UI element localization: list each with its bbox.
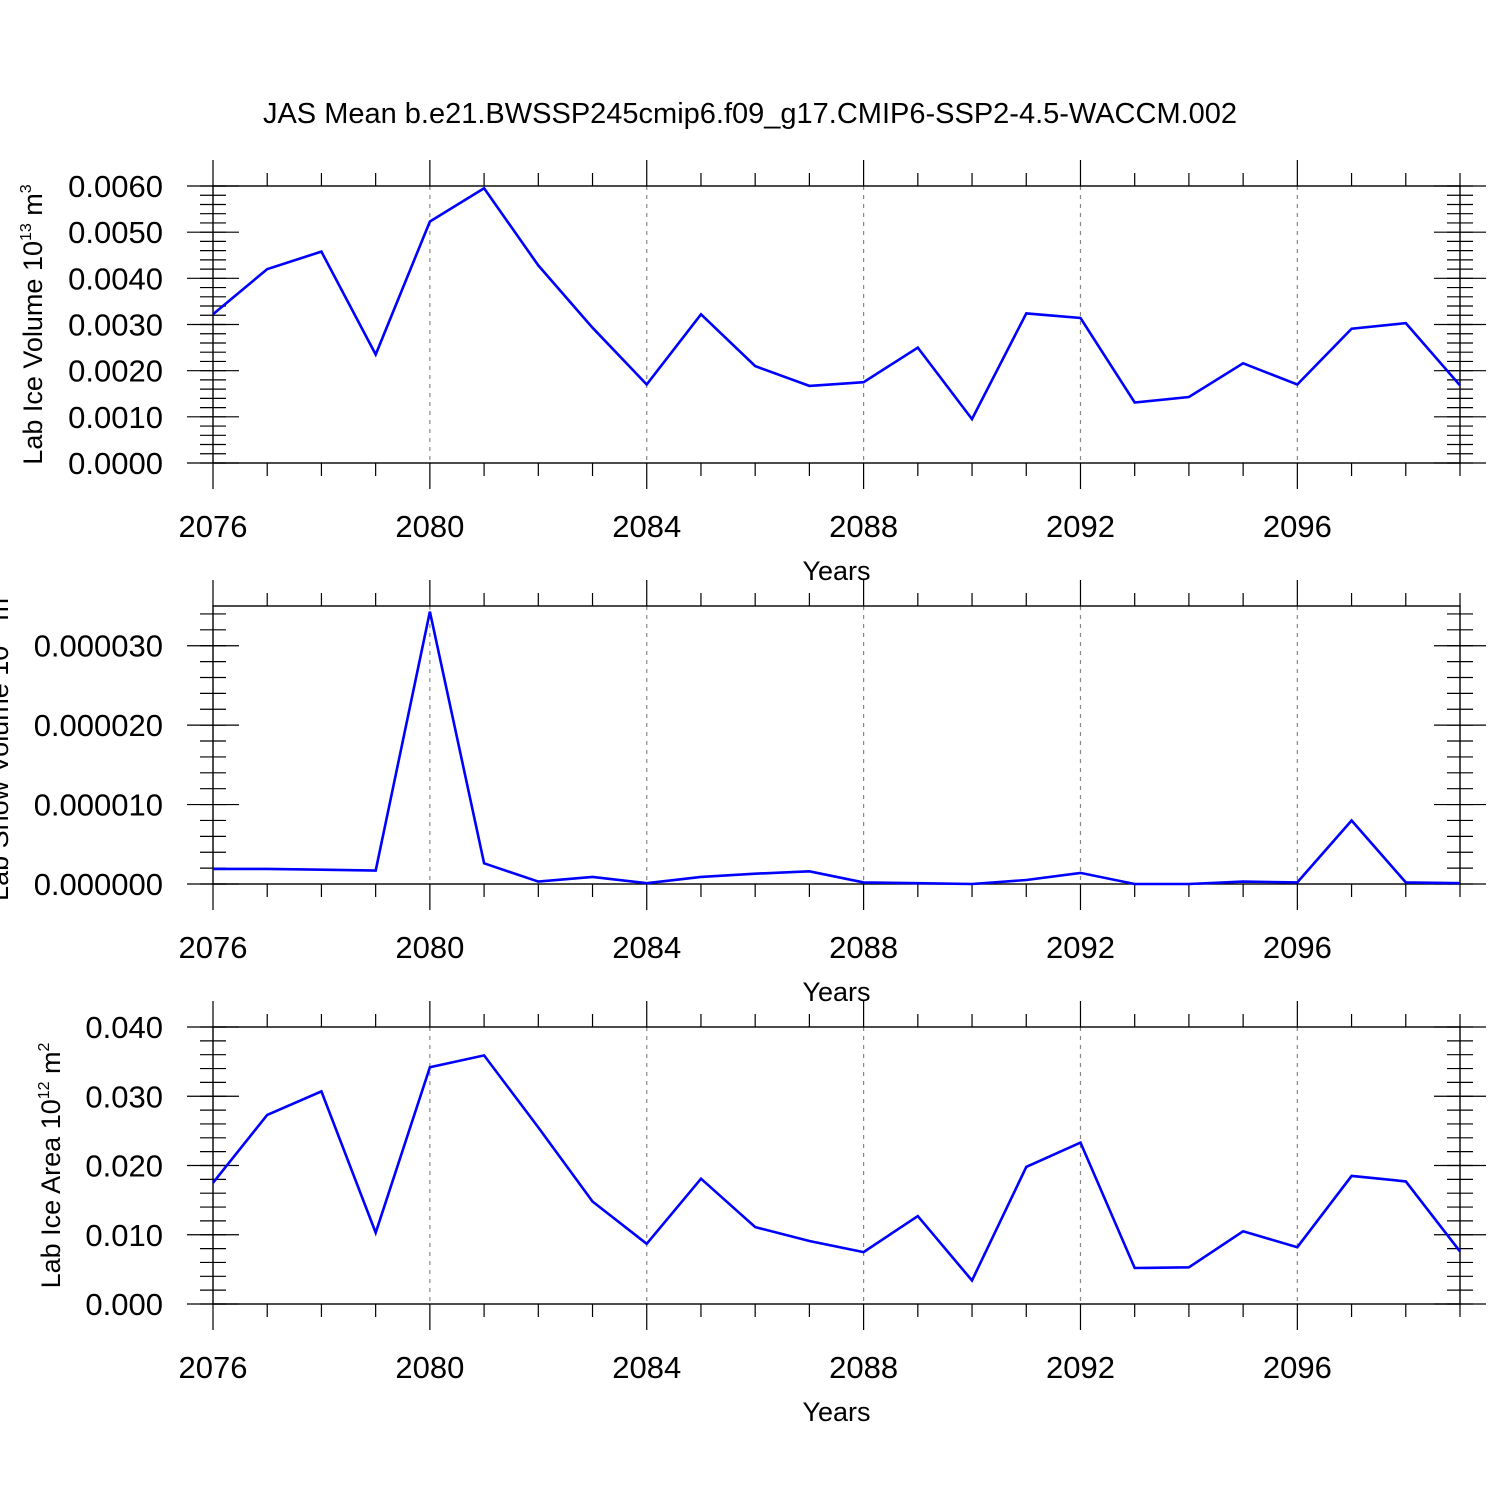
y-tick-label: 0.030 (85, 1079, 163, 1114)
y-tick-label: 0.000020 (34, 708, 163, 743)
x-tick-label: 2096 (1263, 930, 1332, 965)
x-tick-label: 2076 (179, 509, 248, 544)
y-tick-label: 0.0050 (68, 215, 163, 250)
x-tick-label: 2088 (829, 509, 898, 544)
x-tick-label: 2080 (395, 509, 464, 544)
series-line (213, 611, 1461, 886)
y-tick-label: 0.000010 (34, 788, 163, 823)
y-tick-label: 0.0060 (68, 169, 163, 204)
y-axis-label: Lab Ice Volume 1013 m3 (18, 184, 48, 464)
y-tick-label: 0.000000 (34, 867, 163, 902)
y-tick-label: 0.0000 (68, 446, 163, 481)
panels: 2076 2080 2084 2088 2092 2096 0.0000 0.0010 0.00… (0, 160, 1486, 1427)
chart-panel-1: 2076 2080 2084 2088 2092 2096 0.0000 0.0010 0.00… (18, 160, 1486, 586)
x-axis-label: Years (802, 1397, 870, 1427)
x-axis-label: Years (802, 977, 870, 1007)
y-tick-label: 0.040 (85, 1010, 163, 1045)
y-axis-label: Lab Ice Area 1012 m2 (36, 1042, 66, 1288)
y-tick-label: 0.0030 (68, 308, 163, 343)
series-line (212, 186, 1461, 422)
x-tick-label: 2076 (179, 930, 248, 965)
figure-title: JAS Mean b.e21.BWSSP245cmip6.f09_g17.CMI… (263, 98, 1237, 130)
y-tick-label: 0.0040 (68, 261, 163, 296)
x-tick-label: 2080 (395, 930, 464, 965)
x-tick-label: 2096 (1263, 509, 1332, 544)
x-tick-label: 2092 (1046, 1350, 1115, 1385)
x-tick-label: 2080 (395, 1350, 464, 1385)
y-tick-label: 0.000 (85, 1287, 163, 1322)
y-tick-label: 0.010 (85, 1218, 163, 1253)
x-tick-label: 2076 (179, 1350, 248, 1385)
series-line (211, 1053, 1462, 1283)
plot-frame (212, 1026, 1461, 1305)
x-axis-label: Years (802, 556, 870, 586)
x-tick-label: 2088 (829, 1350, 898, 1385)
x-tick-label: 2084 (612, 509, 681, 544)
y-tick-label: 0.020 (85, 1149, 163, 1184)
x-tick-label: 2092 (1046, 509, 1115, 544)
x-tick-label: 2088 (829, 930, 898, 965)
plot-frame (212, 605, 1461, 885)
chart-panel-3: 2076 2080 2084 2088 2092 2096 0.000 0.010 0.020 0… (36, 1001, 1486, 1427)
x-tick-label: 2084 (612, 1350, 681, 1385)
plot-frame (212, 185, 1461, 464)
x-tick-label: 2096 (1263, 1350, 1332, 1385)
y-axis-label: Lab Snow Volume 1013 m3 (0, 589, 14, 901)
x-tick-label: 2084 (612, 930, 681, 965)
y-tick-label: 0.0010 (68, 400, 163, 435)
chart-panel-2: 2076 2080 2084 2088 2092 2096 0.000000 0.000010… (0, 580, 1486, 1007)
y-tick-label: 0.000030 (34, 629, 163, 664)
x-tick-label: 2092 (1046, 930, 1115, 965)
y-tick-label: 0.0020 (68, 354, 163, 389)
